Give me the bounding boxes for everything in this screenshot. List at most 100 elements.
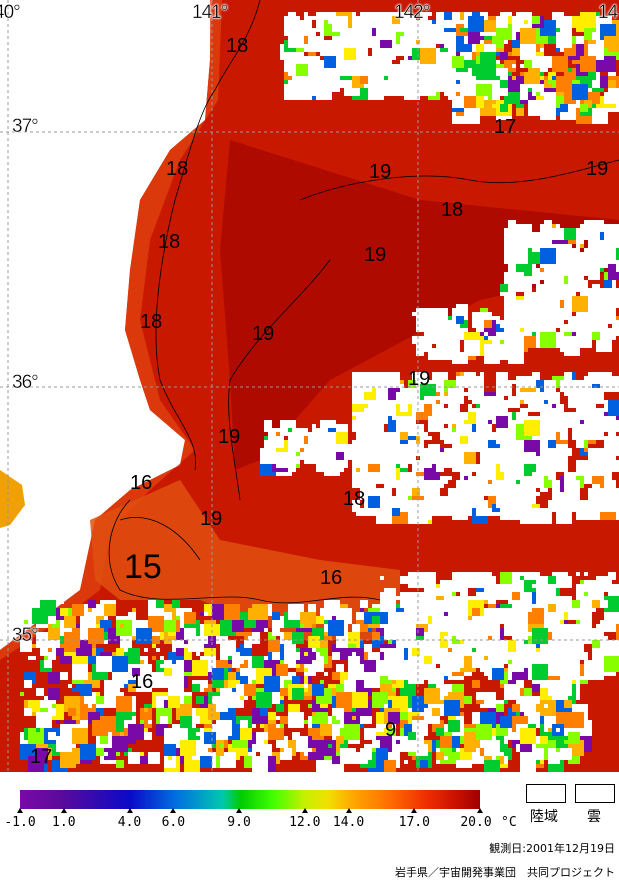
pixel [368,84,380,96]
pixel [440,448,444,452]
pixel [508,80,520,92]
pixel [144,708,148,712]
pixel [504,684,520,700]
pixel [520,728,536,744]
pixel [288,12,296,20]
pixel [440,72,448,80]
pixel [508,72,512,76]
pixel [604,36,616,48]
pixel [604,652,608,656]
pixel [564,472,576,484]
pixel [344,724,360,740]
pixel [72,604,84,616]
pixel [532,664,548,680]
pixel [220,744,224,748]
pixel [332,756,340,764]
pixel [140,708,152,720]
pixel [512,76,516,80]
pixel [304,20,308,24]
pixel [120,616,124,620]
pixel [604,500,616,512]
pixel [260,448,276,464]
longitude-label: 141° [192,2,229,23]
tick-label: 9.0 [227,815,251,830]
pixel [280,632,284,636]
pixel [512,704,520,712]
pixel [532,572,540,580]
pixel [608,376,616,384]
pixel [584,660,600,676]
pixel [420,372,428,380]
contour-label: 9 [385,719,396,741]
pixel [492,640,508,656]
pixel [596,60,608,72]
pixel [532,748,544,760]
pixel [332,16,348,32]
pixel [476,724,492,740]
pixel [364,660,376,672]
contour-label: 19 [369,161,391,183]
pixel [452,452,460,460]
pixel [424,332,436,344]
pixel [272,612,280,620]
pixel [136,628,152,644]
pixel [112,656,128,672]
pixel [396,596,400,600]
pixel [264,436,268,440]
contour-labels: 18 17 19 19 18 18 18 19 18 19 19 19 16 1… [30,35,608,768]
pixel [452,748,456,752]
pixel [204,612,208,616]
pixel [524,420,540,436]
pixel [352,372,368,388]
pixel [312,712,316,716]
pixel [376,400,380,404]
pixel [392,84,404,96]
pixel [500,752,504,756]
pixel [548,588,556,596]
pixel [88,600,96,608]
pixel [432,40,436,44]
pixel [320,724,332,736]
pixel [440,584,452,596]
pixel [272,652,280,660]
pixel [124,648,128,652]
pixel [48,732,56,740]
pixel [320,680,324,684]
pixel [568,68,572,72]
pixel [540,316,552,328]
pixel [616,624,619,640]
pixel [524,20,528,24]
pixel [148,752,160,764]
pixel [88,656,96,664]
pixel [404,32,416,44]
pixel [492,404,500,412]
pixel [440,736,452,748]
pixel [308,456,316,464]
pixel [608,80,616,88]
pixel [564,372,572,380]
pixel [344,48,356,60]
pixel [560,244,572,256]
pixel [196,652,200,656]
pixel [280,716,288,724]
pixel [536,284,540,288]
pixel [232,660,240,668]
pixel [436,760,440,764]
pixel [456,372,460,376]
pixel [152,632,156,636]
pixel [468,16,484,32]
pixel [596,452,612,468]
pixel [396,740,400,744]
pixel [484,576,492,584]
pixel [128,684,136,692]
pixel [416,308,428,320]
pixel [456,316,464,324]
pixel [484,600,488,604]
coastal-warm-band [0,0,222,660]
pixel [540,76,544,80]
pixel [576,584,584,592]
pixel [436,588,440,592]
pixel [392,16,400,24]
pixel [428,480,436,488]
pixel [304,652,308,656]
